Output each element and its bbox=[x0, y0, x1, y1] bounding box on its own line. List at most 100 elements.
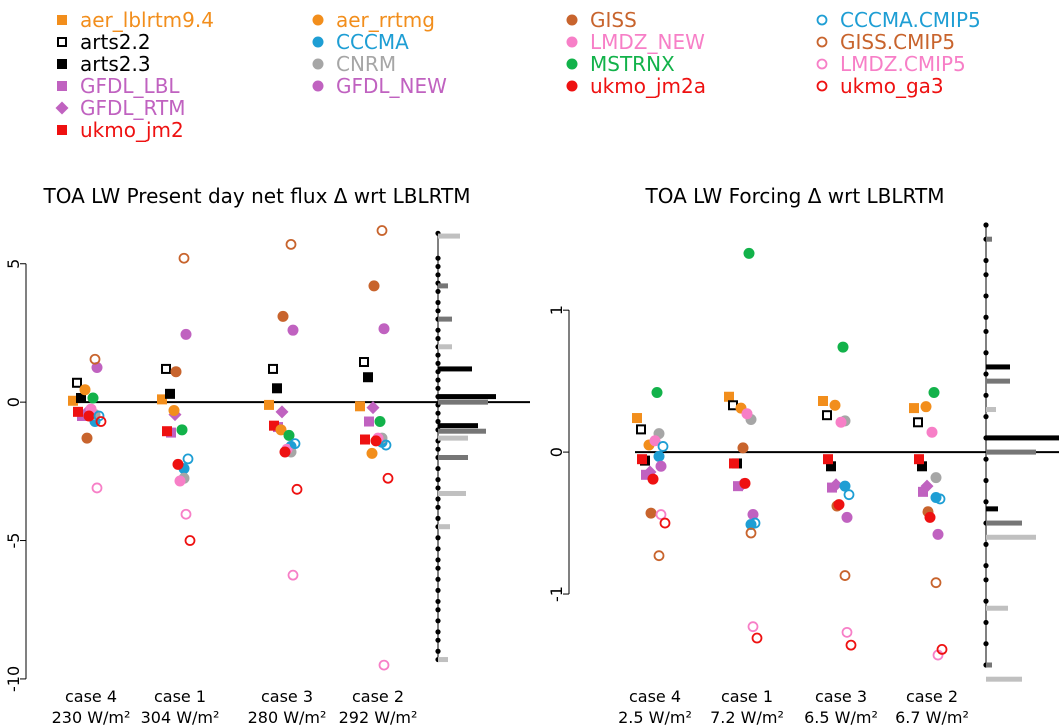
data-point-ukmo-jm2a bbox=[739, 477, 751, 489]
data-point-giss bbox=[81, 432, 93, 444]
data-point-arts2-3 bbox=[76, 392, 86, 403]
data-point-cnrm bbox=[930, 472, 942, 484]
legend-label: GISS.CMIP5 bbox=[840, 30, 955, 54]
quantile-bar bbox=[986, 605, 1008, 611]
data-point-arts2-2 bbox=[359, 357, 369, 368]
data-point-cccma-cmip5 bbox=[749, 517, 761, 529]
data-point-gfdl-new bbox=[287, 324, 299, 336]
data-point-gfdl-new bbox=[655, 460, 667, 472]
data-point-giss-cmip5 bbox=[285, 238, 297, 250]
data-point-ukmo-jm2a bbox=[172, 458, 184, 470]
quantile-bar bbox=[986, 676, 1022, 682]
legend-marker-gfdl-new bbox=[312, 80, 324, 92]
data-point-lmdz-cmip5 bbox=[378, 659, 390, 671]
data-point-lmdz-cmip5 bbox=[655, 509, 667, 520]
data-point-aer-lblrtm9-4 bbox=[909, 403, 919, 414]
data-point-cccma-cmip5 bbox=[657, 441, 669, 452]
y-tick-label: -5 bbox=[4, 533, 23, 549]
quantile-bar bbox=[438, 435, 468, 441]
x-category-sublabel: 292 W/m² bbox=[339, 708, 418, 727]
x-category-label: case 3 bbox=[261, 687, 313, 706]
data-point-arts2-2 bbox=[72, 377, 82, 388]
data-point-mstrnx bbox=[176, 424, 188, 436]
data-point-ukmo-jm2 bbox=[360, 434, 370, 445]
data-point-arts2-2 bbox=[913, 417, 923, 428]
distribution-dot bbox=[435, 485, 441, 491]
data-point-gfdl-rtm bbox=[366, 401, 380, 415]
data-point-ukmo-jm2 bbox=[269, 420, 279, 431]
legend-marker-aer-lblrtm9-4 bbox=[57, 15, 67, 25]
data-point-arts2-2 bbox=[822, 410, 832, 421]
data-point-giss-cmip5 bbox=[653, 550, 665, 562]
distribution-dot bbox=[435, 308, 441, 314]
data-point-lmdz-new bbox=[835, 416, 847, 428]
quantile-bar bbox=[986, 378, 1010, 384]
distribution-dot bbox=[435, 465, 441, 472]
quantile-bar bbox=[438, 399, 488, 405]
data-point-lmdz-cmip5 bbox=[287, 569, 299, 581]
distribution-dot bbox=[983, 563, 989, 569]
quantile-bar bbox=[986, 236, 992, 242]
data-point-cccma-cmip5 bbox=[934, 493, 946, 505]
data-point-gfdl-lbl bbox=[827, 482, 837, 493]
data-point-aer-lblrtm9-4 bbox=[632, 413, 642, 424]
data-point-giss bbox=[170, 366, 182, 378]
legend-label: CNRM bbox=[336, 52, 396, 76]
legend-label: GISS bbox=[590, 8, 637, 32]
distribution-dot bbox=[435, 504, 441, 510]
data-point-giss-cmip5 bbox=[178, 252, 190, 264]
legend-marker-ukmo-jm2a bbox=[566, 80, 578, 92]
data-point-ukmo-jm2 bbox=[73, 406, 83, 417]
data-point-ukmo-jm2 bbox=[914, 454, 924, 465]
y-tick-label: 0 bbox=[547, 447, 566, 457]
data-point-arts2-3 bbox=[363, 372, 373, 383]
legend-marker-gfdl-lbl bbox=[57, 81, 67, 91]
distribution-dot bbox=[983, 541, 989, 547]
distribution-dot bbox=[435, 299, 441, 306]
data-point-gfdl-rtm bbox=[829, 478, 843, 492]
data-point-giss bbox=[645, 507, 657, 519]
data-point-arts2-2 bbox=[161, 363, 171, 374]
quantile-bar bbox=[438, 490, 466, 496]
x-category-sublabel: 280 W/m² bbox=[248, 708, 327, 727]
legend-label: GFDL_LBL bbox=[80, 74, 180, 98]
data-point-ukmo-jm2 bbox=[637, 454, 647, 465]
distribution-dot bbox=[983, 477, 989, 484]
data-point-lmdz-cmip5 bbox=[747, 621, 759, 633]
distribution-dot bbox=[983, 272, 989, 278]
data-point-ukmo-ga3 bbox=[936, 643, 948, 655]
data-point-mstrnx bbox=[651, 386, 663, 398]
data-point-lmdz-new bbox=[926, 426, 938, 438]
x-category-label: case 1 bbox=[154, 687, 206, 706]
quantile-bar bbox=[438, 316, 452, 322]
distribution-dot bbox=[435, 410, 441, 416]
distribution-dot bbox=[435, 637, 441, 643]
distribution-dot bbox=[983, 577, 989, 583]
data-point-ukmo-jm2 bbox=[162, 426, 172, 437]
legend-marker-giss-cmip5 bbox=[816, 36, 828, 48]
legend-marker-gfdl-rtm bbox=[55, 101, 69, 115]
data-point-aer-rrtmg bbox=[366, 447, 378, 459]
quantile-bar bbox=[438, 524, 450, 530]
legend-label: LMDZ_NEW bbox=[590, 30, 705, 54]
x-category-label: case 4 bbox=[65, 687, 117, 706]
quantile-bar bbox=[986, 435, 1059, 441]
distribution-dot bbox=[435, 352, 441, 358]
distribution-dot bbox=[435, 255, 441, 261]
distribution-dot bbox=[435, 607, 441, 613]
data-point-ukmo-jm2 bbox=[729, 458, 739, 469]
x-category-sublabel: 6.7 W/m² bbox=[895, 708, 969, 727]
distribution-dot bbox=[983, 257, 989, 264]
distribution-dot bbox=[435, 385, 441, 391]
data-point-lmdz-new bbox=[741, 408, 753, 420]
data-point-giss bbox=[368, 280, 380, 292]
data-point-ukmo-ga3 bbox=[382, 472, 394, 484]
data-point-lmdz-cmip5 bbox=[841, 626, 853, 638]
distribution-dot bbox=[435, 598, 441, 605]
distribution-dot bbox=[435, 477, 441, 483]
quantile-bar bbox=[438, 233, 460, 239]
data-point-ukmo-ga3 bbox=[751, 632, 763, 644]
distribution-dot bbox=[435, 576, 441, 582]
data-point-lmdz-new bbox=[649, 435, 661, 447]
data-point-aer-rrtmg bbox=[168, 404, 180, 416]
